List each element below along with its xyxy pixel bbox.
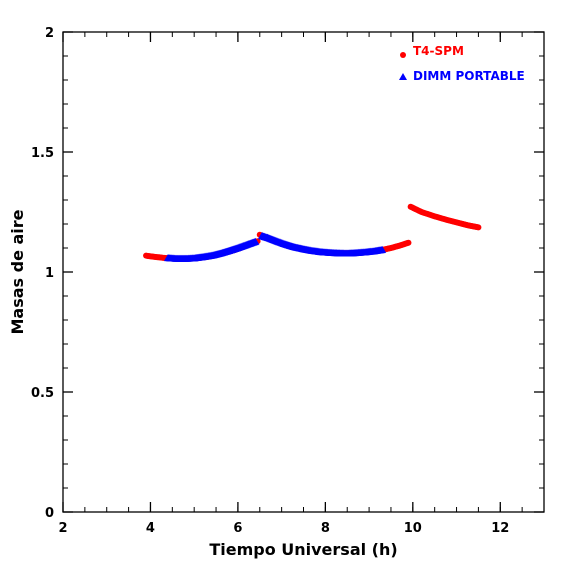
data-point-dimm-portable [251,237,260,245]
y-tick-label: 0 [45,506,54,521]
legend-marker-dimm-portable [399,73,407,80]
y-tick-label: 2 [45,26,54,41]
data-point-t4-spm [475,224,482,231]
legend-marker-t4-spm [400,52,406,58]
x-axis-title: Tiempo Universal (h) [209,540,397,559]
data-points [143,203,482,262]
legend-label-t4-spm: T4-SPM [413,44,464,58]
y-tick-label: 1.5 [31,146,54,161]
y-tick-label: 1 [45,266,54,281]
legend: T4-SPM DIMM PORTABLE [399,44,525,83]
y-axis-title: Masas de aire [8,209,27,334]
x-tick-labels: 2 4 6 8 10 12 [58,521,509,536]
data-point-t4-spm [405,239,412,246]
data-point-dimm-portable [378,245,387,253]
x-tick-label: 12 [491,521,509,536]
y-tick-labels: 0 0.5 1 1.5 2 [31,26,54,521]
x-tick-label: 6 [233,521,242,536]
major-ticks [62,31,544,513]
x-tick-label: 8 [321,521,330,536]
x-tick-label: 4 [146,521,155,536]
plot-frame [62,31,545,513]
x-tick-label: 10 [404,521,422,536]
y-tick-label: 0.5 [31,386,54,401]
minor-ticks [62,31,545,513]
series-dimm-portable [163,232,387,262]
x-tick-label: 2 [58,521,67,536]
legend-label-dimm-portable: DIMM PORTABLE [413,69,525,83]
